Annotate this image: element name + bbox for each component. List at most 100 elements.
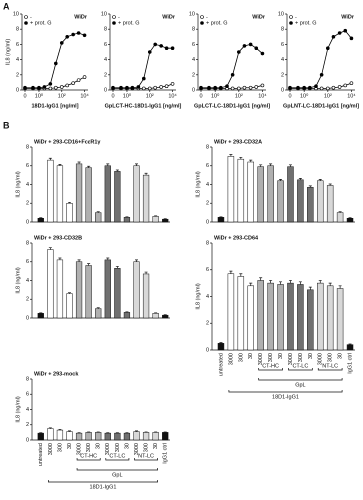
group-label: CT-HC: [80, 453, 97, 459]
error-bar: [279, 281, 283, 285]
chart-title: WiDr: [252, 14, 266, 20]
bracket-label: GpL: [295, 382, 305, 388]
bar: [326, 285, 334, 351]
legend-marker: [112, 21, 116, 25]
y-tick-label: 6: [206, 267, 209, 273]
y-tick-label: 10: [278, 11, 284, 17]
x-axis-label: 18D1-IgG1 [ng/ml]: [31, 103, 78, 109]
y-tick-label: 8: [192, 27, 195, 33]
bar: [37, 432, 44, 441]
data-point: [242, 44, 247, 48]
error-bar: [115, 169, 119, 172]
panel-label: B: [3, 120, 10, 130]
bar: [326, 185, 334, 223]
x-tick-label: 0: [23, 93, 26, 99]
data-point: [331, 34, 336, 39]
bar: [104, 259, 111, 319]
data-point: [159, 44, 163, 48]
x-tick-label: 10⁴: [347, 92, 356, 99]
x-tick-label: 3000: [288, 353, 294, 365]
y-tick-label: 6: [281, 42, 284, 48]
y-tick-label: 4: [206, 182, 209, 188]
data-point: [59, 41, 64, 45]
data-point: [314, 84, 318, 88]
x-tick-label: 300: [238, 353, 244, 362]
chart-title: WiDr + 293-CD16+FcεR1γ: [34, 139, 101, 145]
y-tick-label: 0: [104, 87, 107, 93]
y-tick-label: 6: [104, 42, 107, 48]
data-point: [76, 78, 81, 82]
error-bar: [288, 280, 292, 284]
group-label: CT-LC: [109, 453, 125, 459]
bar: [227, 273, 235, 351]
y-tick-label: 2: [206, 321, 209, 327]
error-bar: [135, 163, 138, 166]
x-tick-label: 300: [57, 443, 63, 452]
x-tick-label: 10⁰: [35, 92, 44, 99]
data-point: [42, 85, 47, 89]
series-line: [290, 30, 352, 89]
data-point: [254, 46, 259, 51]
data-point: [343, 83, 348, 88]
data-point: [207, 85, 211, 90]
y-tick-label: 8: [26, 240, 29, 246]
bar: [95, 432, 102, 441]
chart-title: WiDr: [162, 14, 176, 20]
y-tick-label: 0: [16, 87, 19, 93]
bar: [133, 431, 140, 441]
x-tick-label: 30: [278, 353, 284, 359]
data-point: [164, 46, 169, 51]
x-tick-label: 300: [328, 353, 334, 362]
legend-marker: [200, 21, 204, 25]
x-tick-label: untreated: [38, 443, 44, 466]
y-tick-label: 4: [192, 57, 195, 63]
data-point: [248, 42, 253, 47]
chart-title: WiDr: [74, 14, 88, 20]
x-tick-label: 10⁰: [123, 92, 132, 99]
x-tick-label: 30: [153, 443, 159, 449]
error-bar: [298, 281, 302, 285]
data-point: [170, 46, 175, 51]
bar: [277, 180, 284, 223]
bracket-label: GpL: [112, 472, 122, 478]
error-bar: [144, 172, 148, 176]
error-bar: [298, 178, 302, 180]
x-tick-label: 0: [199, 93, 202, 99]
legend-label: -: [30, 14, 32, 20]
x-tick-label: 3000: [77, 443, 83, 455]
bar: [66, 293, 73, 319]
bar: [85, 432, 92, 441]
x-tick-label: 300: [86, 443, 92, 452]
error-bar: [348, 343, 352, 345]
error-bar: [259, 277, 263, 281]
group-bracket: [134, 458, 158, 461]
y-tick-label: 0: [206, 219, 209, 225]
data-point: [170, 82, 175, 86]
y-tick-label: 2: [192, 72, 195, 78]
bar: [114, 268, 121, 319]
series-line: [201, 43, 263, 89]
data-point: [254, 85, 259, 89]
legend-label: -: [118, 14, 120, 20]
x-tick-label: 10⁰: [211, 92, 220, 99]
data-point: [213, 85, 217, 90]
chart-title: WiDr: [341, 14, 355, 20]
legend-marker: [112, 15, 116, 19]
data-point: [288, 85, 292, 90]
error-bar: [106, 163, 110, 166]
bar: [37, 218, 44, 223]
y-tick-label: 6: [26, 259, 29, 265]
bar: [287, 282, 294, 351]
data-point: [153, 42, 158, 47]
error-bar: [115, 266, 119, 269]
data-point: [260, 51, 265, 56]
bar: [47, 428, 54, 441]
bracket-label: 18D1-IgG1: [90, 484, 117, 490]
x-tick-label: 0: [288, 93, 291, 99]
error-bar: [77, 161, 81, 164]
error-bar: [96, 307, 100, 309]
y-tick-label: 2: [281, 72, 284, 78]
y-tick-label: 4: [26, 278, 29, 284]
series-line: [25, 32, 85, 89]
data-point: [54, 85, 58, 90]
